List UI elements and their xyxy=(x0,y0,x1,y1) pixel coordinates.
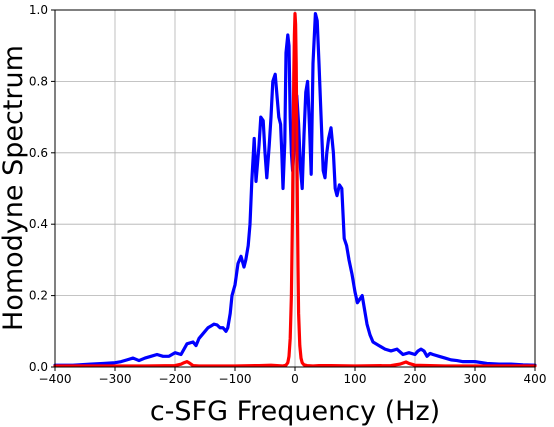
y-tick-label: 0.2 xyxy=(29,289,48,303)
y-ticks: 0.0 0.2 0.4 0.6 0.8 1.0 xyxy=(29,3,55,374)
y-tick-label: 0.8 xyxy=(29,74,48,88)
x-tick-label: 0 xyxy=(291,372,299,386)
y-tick-label: 1.0 xyxy=(29,3,48,17)
y-tick-label: 0.4 xyxy=(29,217,48,231)
x-axis-label: c-SFG Frequency (Hz) xyxy=(150,396,440,427)
y-tick-label: 0.6 xyxy=(29,146,48,160)
x-tick-label: 400 xyxy=(524,372,547,386)
x-ticks: −400 −300 −200 −100 0 100 200 300 400 xyxy=(39,367,547,386)
x-tick-label: 300 xyxy=(464,372,487,386)
series-layer xyxy=(53,11,537,368)
x-tick-label: −200 xyxy=(159,372,192,386)
x-tick-label: −400 xyxy=(39,372,72,386)
x-tick-label: −300 xyxy=(99,372,132,386)
x-tick-label: 100 xyxy=(344,372,367,386)
x-tick-label: −100 xyxy=(219,372,252,386)
red-spectrum-line xyxy=(53,11,537,368)
x-tick-label: 200 xyxy=(404,372,427,386)
y-axis-label: Homodyne Spectrum xyxy=(0,45,29,331)
y-tick-label: 0.0 xyxy=(29,360,48,374)
